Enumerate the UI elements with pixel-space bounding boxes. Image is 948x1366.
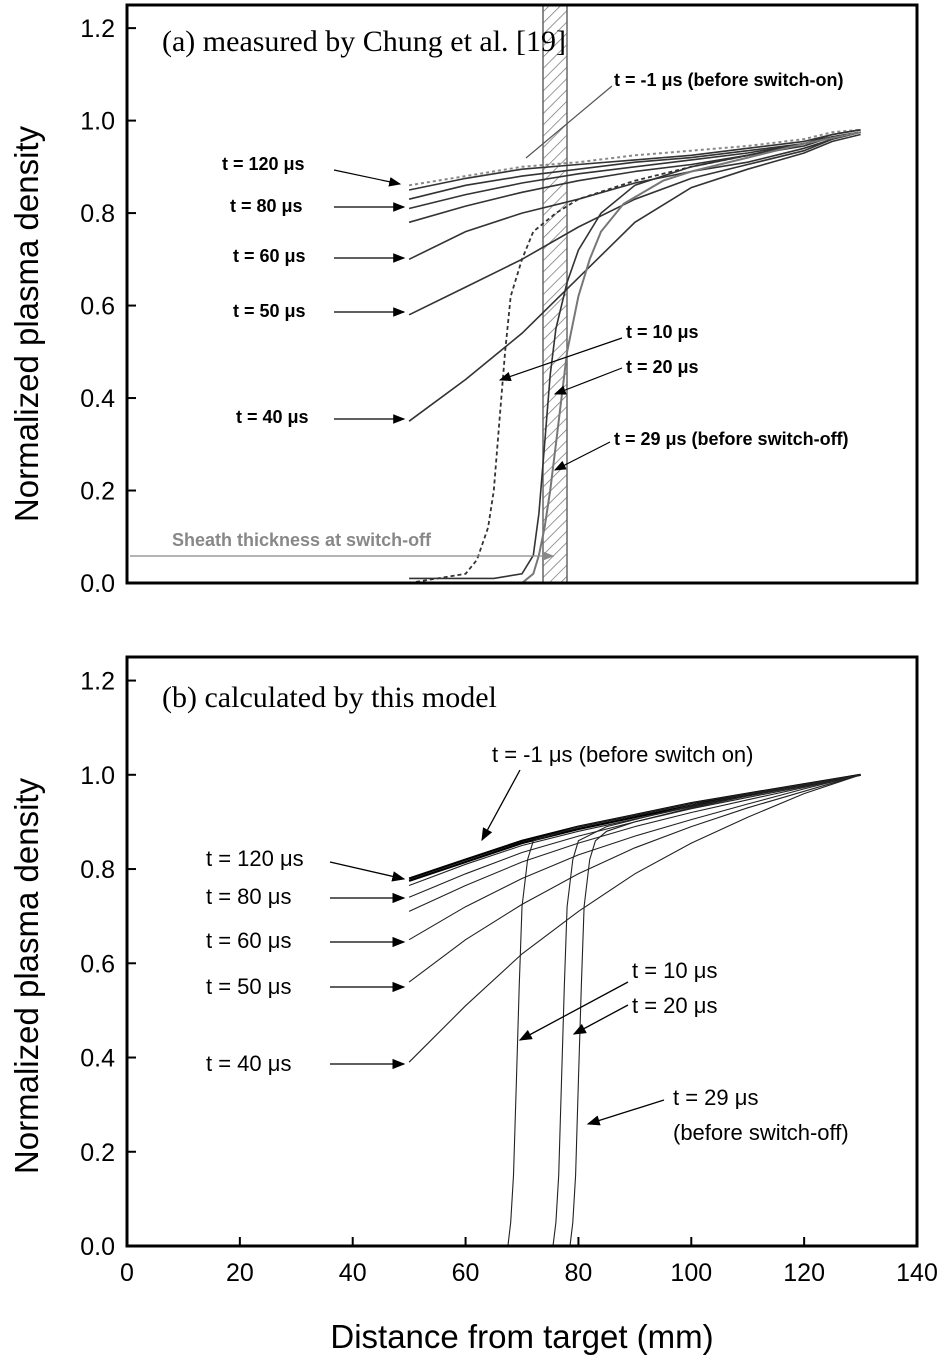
sheath-arrowhead: [542, 551, 554, 561]
arrow-a-t120: [333, 169, 402, 187]
panel-a-ytick-label: 0.8: [80, 200, 115, 228]
panel-b-title: (b) calculated by this model: [162, 681, 497, 714]
panel-a-series-line-5: [408, 131, 861, 261]
panel-a-series-line-9: [409, 131, 861, 580]
panel-b: 0.0 0.2 0.4 0.6 0.8 1.0 1.2 0 20 40 60 80 100 120 140…: [8, 655, 938, 1355]
panel-a-title: (a) measured by Chung et al. [19]: [162, 25, 566, 58]
arrow-a-tminus1: [525, 85, 613, 159]
panel-b-xlabel: Distance from target (mm): [330, 1318, 713, 1355]
panel-b-xticks: 0 20 40 60 80 100 120 140: [120, 1237, 938, 1287]
panel-a-series-line-7: [408, 133, 861, 422]
panel-a: 0.0 0.2 0.4 0.6 0.8 1.0 1.2 (a) measured by Ch…: [8, 3, 919, 598]
arrow-a-t10: [498, 337, 623, 382]
annotation-b-t29: t = 29 μs: [673, 1085, 758, 1110]
panel-b-frame: [125, 655, 919, 1248]
panel-b-series-line-5: [408, 774, 861, 941]
panel-a-ylabel: Normalized plasma density: [8, 125, 45, 522]
panel-b-ylabel: Normalized plasma density: [8, 777, 45, 1174]
panel-b-series-line-8: [507, 774, 861, 1247]
panel-b-series-line-4: [408, 774, 861, 912]
panel-b-xtick-label: 120: [783, 1259, 825, 1287]
panel-b-xtick-label: 60: [452, 1259, 480, 1287]
annotation-b-t60: t = 60 μs: [206, 928, 291, 953]
panel-b-ytick-label: 1.2: [80, 668, 115, 696]
annotation-a-t120: t = 120 μs: [222, 154, 305, 174]
arrow-b-t120: [329, 861, 406, 882]
arrow-b-tminus1: [481, 769, 521, 842]
panel-a-ytick-label: 0.0: [80, 570, 115, 598]
panel-b-xtick-label: 140: [896, 1259, 938, 1287]
arrow-a-t29: [553, 441, 611, 471]
panel-a-series-line-10: [409, 131, 861, 584]
panel-a-series-line-6: [408, 131, 861, 316]
annotation-b-t40: t = 40 μs: [206, 1051, 291, 1076]
annotation-a-t10: t = 10 μs: [626, 322, 699, 342]
panel-b-xtick-label: 100: [670, 1259, 712, 1287]
panel-a-frame: [125, 3, 919, 585]
annotation-b-t50: t = 50 μs: [206, 974, 291, 999]
panel-b-xtick-label: 40: [339, 1259, 367, 1287]
annotation-a-t80: t = 80 μs: [230, 196, 303, 216]
panel-b-ytick-label: 0.8: [80, 856, 115, 884]
annotation-b-t20: t = 20 μs: [632, 993, 717, 1018]
panel-b-ytick-label: 0.0: [80, 1233, 115, 1261]
arrow-b-t29: [586, 1099, 665, 1126]
panel-b-ytick-label: 0.4: [80, 1045, 115, 1073]
annotation-a-tminus1: t = -1 μs (before switch-on): [614, 70, 844, 90]
annotation-b-t10: t = 10 μs: [632, 958, 717, 983]
arrow-a-t20: [553, 367, 623, 395]
panel-b-ytick-label: 1.0: [80, 762, 115, 790]
panel-b-xtick-label: 80: [565, 1259, 593, 1287]
panel-a-ytick-label: 0.4: [80, 385, 115, 413]
panel-b-ytick-label: 0.2: [80, 1139, 115, 1167]
annotation-a-t20: t = 20 μs: [626, 357, 699, 377]
panel-a-ytick-label: 0.6: [80, 293, 115, 321]
panel-a-series-line-1: [408, 129, 861, 191]
panel-b-series-line-10: [569, 774, 861, 1247]
panel-b-series: [408, 773, 861, 1247]
panel-b-ytick-label: 0.6: [80, 950, 115, 978]
annotation-a-t50: t = 50 μs: [233, 301, 306, 321]
panel-b-xtick-label: 20: [226, 1259, 254, 1287]
panel-a-series-line-0: [408, 128, 861, 187]
annotation-a-t60: t = 60 μs: [233, 246, 306, 266]
panel-a-sheath-band: [542, 4, 568, 584]
panel-b-yticks: 0.0 0.2 0.4 0.6 0.8 1.0 1.2: [80, 668, 136, 1261]
panel-a-yticks: 0.0 0.2 0.4 0.6 0.8 1.0 1.2: [80, 15, 136, 598]
panel-a-series: [408, 128, 861, 584]
panel-a-ytick-label: 0.2: [80, 478, 115, 506]
panel-b-series-line-7: [408, 774, 861, 1063]
annotation-b-t29-note: (before switch-off): [673, 1120, 849, 1145]
annotation-a-t40: t = 40 μs: [236, 407, 309, 427]
panel-a-ytick-label: 1.2: [80, 15, 115, 43]
arrow-b-t20: [572, 1004, 629, 1035]
panel-b-series-line-9: [552, 774, 861, 1247]
panel-b-xtick-label: 0: [120, 1259, 134, 1287]
annotation-b-tminus1: t = -1 μs (before switch on): [492, 742, 754, 767]
panel-b-series-line-6: [408, 774, 861, 983]
panel-b-series-line-1: [408, 773, 861, 882]
arrow-b-t10: [518, 981, 629, 1041]
annotation-b-t80: t = 80 μs: [206, 884, 291, 909]
panel-a-series-line-2: [408, 129, 861, 200]
annotation-b-t120: t = 120 μs: [206, 846, 304, 871]
panel-a-ytick-label: 1.0: [80, 108, 115, 136]
sheath-label: Sheath thickness at switch-off: [172, 530, 432, 550]
annotation-a-t29: t = 29 μs (before switch-off): [614, 429, 849, 449]
